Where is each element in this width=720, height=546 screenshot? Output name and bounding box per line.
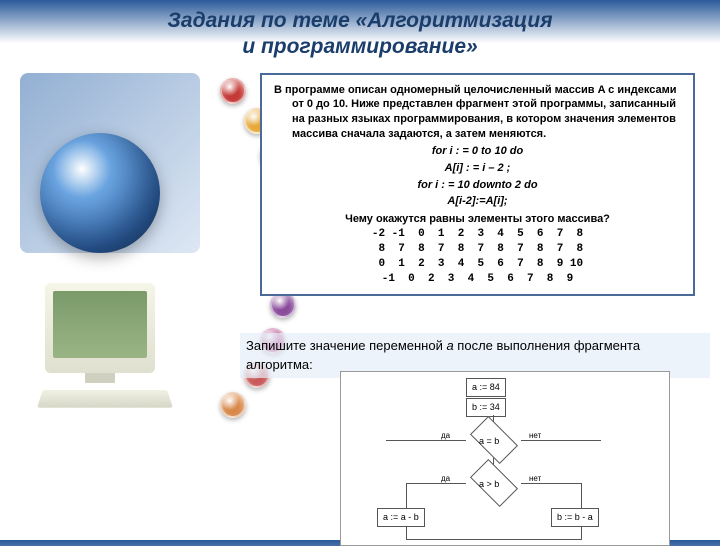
fc-init1: a := 84 <box>466 378 506 398</box>
fc-line <box>406 483 407 508</box>
problem-1-intro: В программе описан одномерный целочислен… <box>274 83 681 142</box>
monitor <box>45 283 155 373</box>
code-line-3: for i : = 10 downto 2 do <box>274 178 681 193</box>
fc-line <box>406 483 466 484</box>
page-title: Задания по теме «Алгоритмизация и програ… <box>20 8 700 61</box>
monitor-stand <box>85 373 115 383</box>
fc-line <box>581 483 582 508</box>
fc-left: a := a - b <box>377 508 425 528</box>
fc-init2: b := 34 <box>466 398 506 418</box>
fc-cond2-label: a > b <box>479 478 499 492</box>
problem-1-question: Чему окажутся равны элементы этого масси… <box>274 212 681 227</box>
fc-line <box>521 483 581 484</box>
left-graphic <box>20 73 240 513</box>
fc-line <box>406 527 407 539</box>
globe-icon <box>40 133 160 253</box>
computer-illustration <box>40 283 180 411</box>
fc-line <box>406 539 582 540</box>
fc-line <box>581 527 582 539</box>
fc-right: b := b - a <box>551 508 599 528</box>
problem-2-box: Запишите значение переменной a после вып… <box>240 333 710 378</box>
code-line-2: A[i] : = i – 2 ; <box>274 161 681 176</box>
code-line-4: A[i-2]:=A[i]; <box>274 194 681 209</box>
problem-1-box: В программе описан одномерный целочислен… <box>260 73 695 297</box>
prompt-var: a <box>446 338 453 353</box>
fc-line <box>386 440 466 441</box>
title-line1: Задания по теме «Алгоритмизация <box>167 9 552 32</box>
arc-button-0[interactable] <box>220 78 246 104</box>
fc-cond1-label: a = b <box>479 435 499 449</box>
fc-line <box>521 440 601 441</box>
arc-button-9[interactable] <box>220 392 246 418</box>
keyboard <box>37 390 173 408</box>
page-header: Задания по теме «Алгоритмизация и програ… <box>0 0 720 73</box>
flowchart: a := 84 b := 34 a = b да нет a > b да не… <box>340 371 670 546</box>
prompt-pre: Запишите значение переменной <box>246 338 446 353</box>
code-line-1: for i : = 0 to 10 do <box>274 144 681 159</box>
title-line2: и программирование» <box>242 35 477 58</box>
problem-1-answers: -2 -1 0 1 2 3 4 5 6 7 8 8 7 8 7 8 7 8 7 … <box>274 227 681 286</box>
